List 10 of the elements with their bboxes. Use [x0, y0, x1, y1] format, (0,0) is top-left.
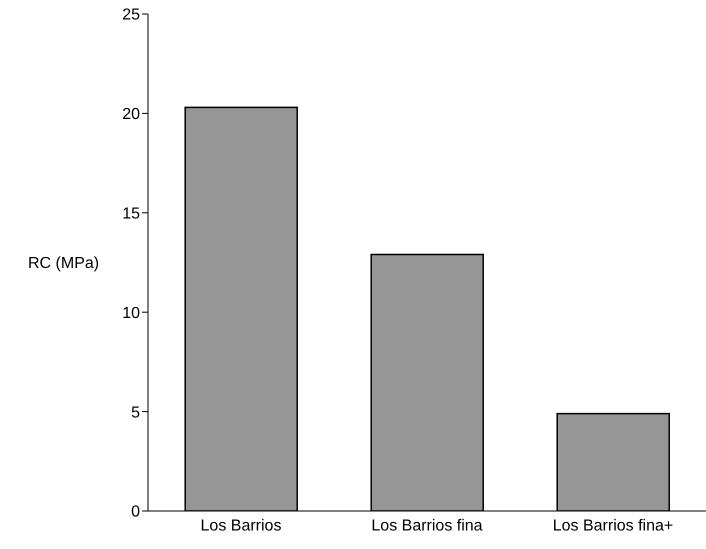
y-tick-label: 10	[122, 304, 140, 322]
y-tick-label: 5	[131, 404, 140, 422]
y-tick-label: 25	[122, 6, 140, 24]
x-tick-label: Los Barrios fina	[371, 517, 483, 534]
y-tick-label: 15	[122, 205, 140, 222]
y-tick-label: 20	[122, 106, 140, 124]
y-tick-label: 0	[131, 504, 140, 521]
y-axis-title: RC (MPa)	[28, 255, 100, 272]
x-tick-label: Los Barrios fina+	[552, 517, 674, 534]
x-tick-label: Los Barrios	[200, 517, 282, 534]
